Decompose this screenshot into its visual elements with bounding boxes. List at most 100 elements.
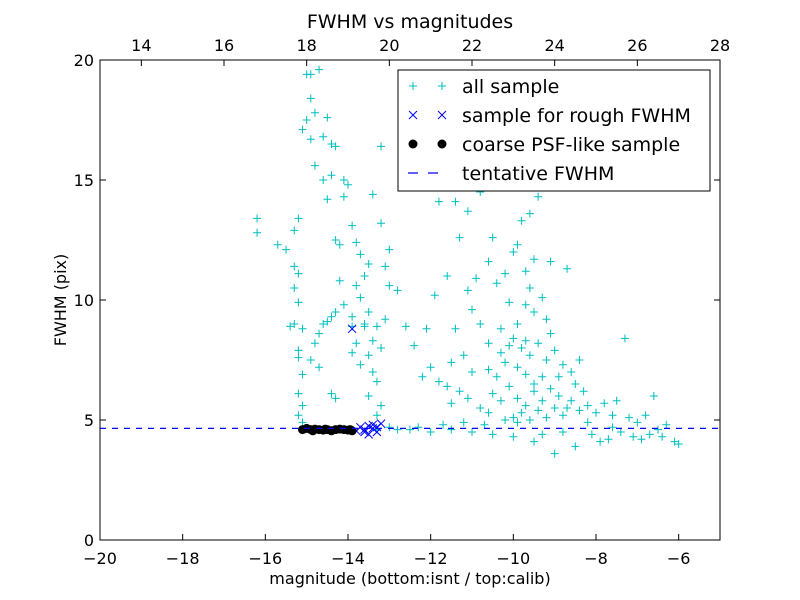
legend-marker-dot xyxy=(437,139,447,149)
data-point xyxy=(360,322,369,331)
data-point xyxy=(298,324,307,333)
data-point xyxy=(319,320,328,328)
data-point xyxy=(476,404,485,412)
data-point xyxy=(468,305,476,314)
data-point xyxy=(385,423,394,432)
data-point xyxy=(455,387,464,396)
top-x-tick-label: 20 xyxy=(379,36,399,55)
data-point xyxy=(463,207,472,216)
data-point xyxy=(348,221,357,230)
y-tick-label: 10 xyxy=(74,291,94,310)
data-point xyxy=(542,413,551,422)
data-point xyxy=(393,286,402,295)
data-point xyxy=(530,387,538,396)
data-point xyxy=(525,284,534,292)
x-tick-label: −12 xyxy=(414,549,448,568)
data-point xyxy=(294,411,303,420)
data-point xyxy=(339,176,348,184)
data-point xyxy=(377,142,386,151)
data-point xyxy=(558,360,567,369)
data-point xyxy=(294,214,303,223)
x-tick-label: −10 xyxy=(496,549,530,568)
data-point xyxy=(319,132,328,141)
data-point xyxy=(674,440,683,448)
y-tick-label: 0 xyxy=(84,531,94,550)
data-point xyxy=(327,389,336,398)
data-point xyxy=(658,432,667,441)
data-point xyxy=(546,329,555,338)
data-point xyxy=(331,236,340,244)
y-tick-label: 5 xyxy=(84,411,94,430)
data-point xyxy=(476,320,485,328)
data-point xyxy=(509,334,518,343)
legend-item: all sample xyxy=(409,76,559,98)
data-point xyxy=(352,339,361,348)
x-axis-label: magnitude (bottom:isnt / top:calib) xyxy=(269,569,550,588)
data-point xyxy=(331,394,340,403)
data-point xyxy=(592,408,600,417)
top-x-tick-label: 18 xyxy=(296,36,316,55)
data-point xyxy=(447,425,456,434)
data-point xyxy=(513,418,522,427)
data-point xyxy=(575,406,584,415)
data-point xyxy=(331,308,340,316)
top-x-tick-label: 28 xyxy=(710,36,730,55)
data-point xyxy=(534,192,543,201)
data-point xyxy=(521,401,530,410)
data-point xyxy=(612,396,621,405)
legend-item: tentative FWHM xyxy=(408,163,614,185)
legend-label: tentative FWHM xyxy=(462,163,614,185)
data-point xyxy=(347,426,357,436)
data-point xyxy=(608,423,617,432)
data-point xyxy=(513,320,522,328)
data-point xyxy=(583,418,592,427)
legend-box xyxy=(397,69,711,192)
data-point xyxy=(654,425,662,434)
data-point xyxy=(662,420,671,429)
legend-marker-x xyxy=(408,110,418,120)
data-point xyxy=(426,363,435,372)
data-point xyxy=(290,262,299,271)
data-point xyxy=(253,228,262,237)
data-point xyxy=(484,257,493,266)
data-point xyxy=(306,135,315,144)
data-point xyxy=(310,339,319,348)
data-point xyxy=(509,413,518,422)
data-point xyxy=(538,430,547,439)
data-point xyxy=(488,233,497,242)
data-point xyxy=(608,411,617,420)
top-x-tick-label: 22 xyxy=(462,36,482,55)
data-point xyxy=(550,404,559,412)
data-point xyxy=(434,197,443,206)
data-point xyxy=(633,418,642,427)
data-point xyxy=(377,344,386,352)
data-point xyxy=(298,401,307,410)
x-tick-label: −6 xyxy=(667,549,691,568)
data-point xyxy=(315,329,324,338)
data-point xyxy=(447,399,456,408)
data-point xyxy=(327,171,336,180)
data-point xyxy=(596,437,605,446)
data-point xyxy=(406,425,414,434)
data-point xyxy=(538,293,547,302)
data-point xyxy=(625,413,634,422)
legend-marker-x xyxy=(437,110,447,120)
x-tick-label: −14 xyxy=(331,549,365,568)
data-point xyxy=(339,300,348,309)
legend-marker-dot xyxy=(408,139,418,149)
data-point xyxy=(530,437,538,446)
data-point xyxy=(306,356,315,364)
data-point xyxy=(505,341,514,350)
data-point xyxy=(637,435,646,444)
data-point xyxy=(339,192,348,201)
data-point xyxy=(538,372,547,381)
x-tick-label: −18 xyxy=(166,549,200,568)
data-point xyxy=(294,353,303,362)
data-point xyxy=(352,238,361,247)
data-point xyxy=(554,372,563,381)
data-point xyxy=(306,94,315,103)
data-point xyxy=(294,298,303,307)
legend-marker-plus xyxy=(409,82,417,90)
data-point xyxy=(294,346,303,355)
